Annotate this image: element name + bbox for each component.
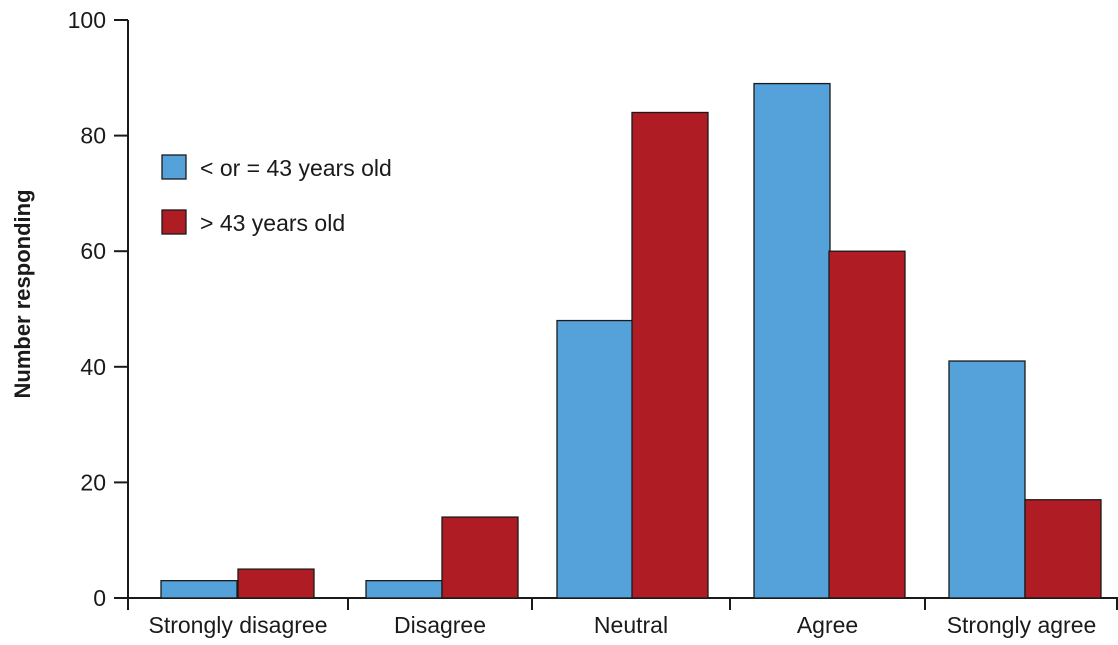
bar-younger — [948, 360, 1026, 599]
y-tick-label: 80 — [80, 123, 106, 149]
y-axis-title: Number responding — [10, 189, 35, 398]
x-category-label: Strongly disagree — [149, 612, 328, 638]
legend-swatch — [161, 209, 187, 235]
y-tick-label: 60 — [80, 238, 106, 264]
y-tick-label: 0 — [93, 585, 106, 611]
legend-label: < or = 43 years old — [200, 155, 392, 181]
bar-younger — [753, 82, 831, 599]
x-category-label: Neutral — [594, 612, 668, 638]
legend-swatch — [161, 154, 187, 180]
y-tick-label: 20 — [80, 469, 106, 495]
y-axis: 0 20 40 60 80 100 — [68, 7, 129, 611]
x-axis: Strongly disagree Disagree Neutral Agree Str… — [127, 597, 1118, 638]
x-category-label: Disagree — [394, 612, 486, 638]
bar-older — [1024, 499, 1102, 599]
x-category-label: Agree — [797, 612, 858, 638]
y-tick-label: 40 — [80, 354, 106, 380]
bar-older — [237, 568, 315, 599]
x-category-label: Strongly agree — [947, 612, 1097, 638]
bar-younger — [160, 580, 238, 599]
bars-group — [160, 82, 1102, 599]
bar-younger — [365, 580, 443, 599]
legend: < or = 43 years old > 43 years old — [161, 154, 392, 236]
bar-younger — [556, 319, 634, 599]
y-tick-label: 100 — [68, 7, 106, 33]
legend-label: > 43 years old — [200, 210, 345, 236]
bar-older — [828, 250, 906, 599]
bar-older — [631, 111, 709, 599]
bar-older — [441, 516, 519, 599]
